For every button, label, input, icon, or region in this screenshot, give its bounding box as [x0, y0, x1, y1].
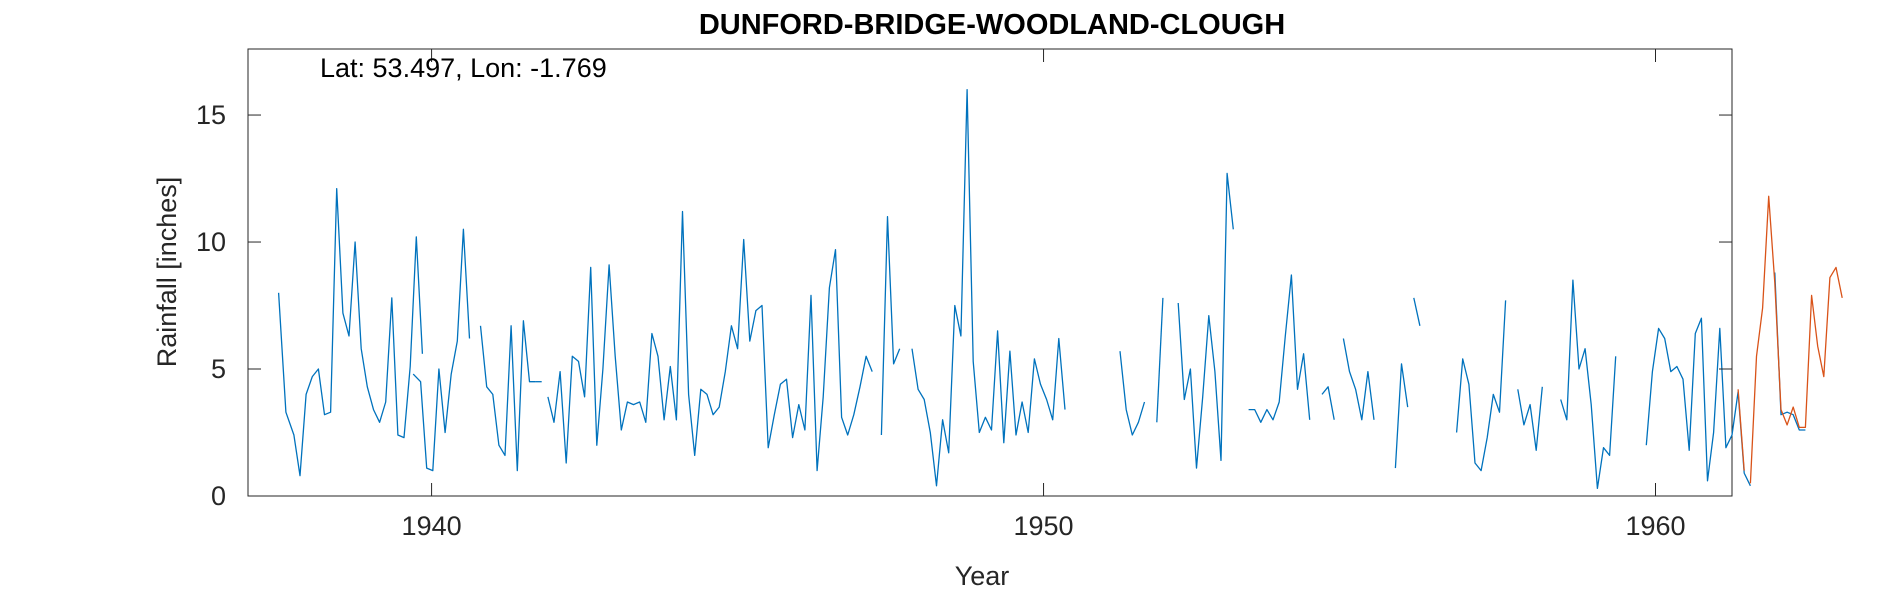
- series-2-line-segment-2: [1737, 389, 1745, 471]
- chart-title: DUNFORD-BRIDGE-WOODLAND-CLOUGH: [699, 9, 1285, 41]
- series-1-line-segment-12: [1321, 386, 1335, 420]
- series-1-line-segment-15: [1413, 297, 1421, 326]
- tick-layer: 1940 1950 1960 0 5 10 15: [196, 49, 1732, 541]
- series-1-line-segment-13: [1342, 338, 1375, 421]
- series-1-line-segment-10: [1177, 172, 1234, 469]
- series-1-line-segment-11: [1248, 274, 1311, 423]
- x-tick-label-1950: 1950: [1014, 511, 1074, 541]
- series-1-line-segment-17: [1517, 386, 1543, 451]
- y-tick-label-15: 15: [196, 100, 226, 130]
- y-tick-label-10: 10: [196, 227, 226, 257]
- x-tick-label-1960: 1960: [1625, 511, 1685, 541]
- series-1-line-segment-1: [277, 188, 424, 477]
- y-axis-label: Rainfall [inches]: [152, 177, 182, 368]
- series-2-line-segment-1: [1749, 195, 1843, 484]
- series-1-line-segment-8: [1119, 351, 1146, 436]
- series-1-line-segment-19: [1645, 317, 1751, 487]
- series-1-line-segment-6: [880, 215, 901, 436]
- series-1-line-segment-2: [412, 228, 471, 472]
- series-1-line-segment-9: [1156, 297, 1164, 423]
- series-1-line-segment-3: [479, 320, 536, 472]
- y-tick-label-0: 0: [211, 481, 226, 511]
- chart-annotation: Lat: 53.497, Lon: -1.769: [320, 53, 607, 83]
- series-1-line-segment-14: [1394, 363, 1409, 469]
- x-axis-label: Year: [955, 561, 1010, 591]
- axes-box: [247, 48, 1733, 497]
- series-1-line-segment-18: [1560, 279, 1617, 490]
- series-1-line-segment-7: [911, 88, 1066, 487]
- x-tick-label-1940: 1940: [402, 511, 462, 541]
- plot-area: 1940 1950 1960 0 5 10 15: [196, 48, 1843, 541]
- y-tick-label-5: 5: [211, 354, 226, 384]
- series-layer: [277, 88, 1843, 490]
- series-1-line-segment-20: [1774, 272, 1806, 431]
- series-1-line-segment-5: [547, 210, 873, 472]
- series-1-line-segment-16: [1455, 300, 1507, 472]
